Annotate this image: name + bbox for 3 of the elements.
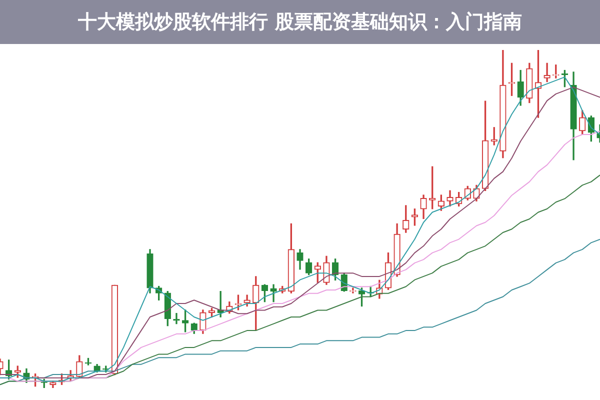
candlestick (350, 288, 356, 294)
candlestick (544, 62, 550, 82)
chart-title: 十大模拟炒股软件排行 股票配资基础知识：入门指南 (78, 10, 522, 34)
